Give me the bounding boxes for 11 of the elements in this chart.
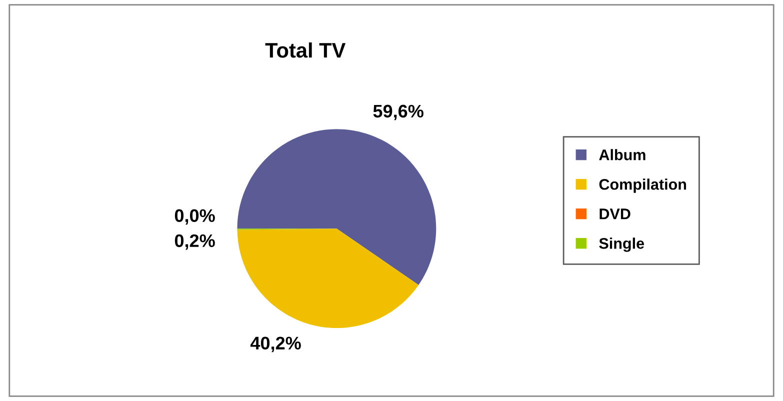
text: 0,0% (174, 209, 215, 225)
legend-label: Compilation (599, 178, 686, 193)
legend-label: DVD (600, 208, 630, 220)
data-label: 59,6% (373, 104, 424, 120)
legend-label: Single (599, 238, 644, 252)
legend-label: Album (599, 149, 646, 160)
chart-title: Total TV (265, 42, 346, 58)
data-label: 0,2% (174, 234, 215, 250)
pie-slice (237, 129, 436, 285)
pie-slice (237, 228, 419, 328)
data-label: 40,2% (250, 336, 301, 352)
